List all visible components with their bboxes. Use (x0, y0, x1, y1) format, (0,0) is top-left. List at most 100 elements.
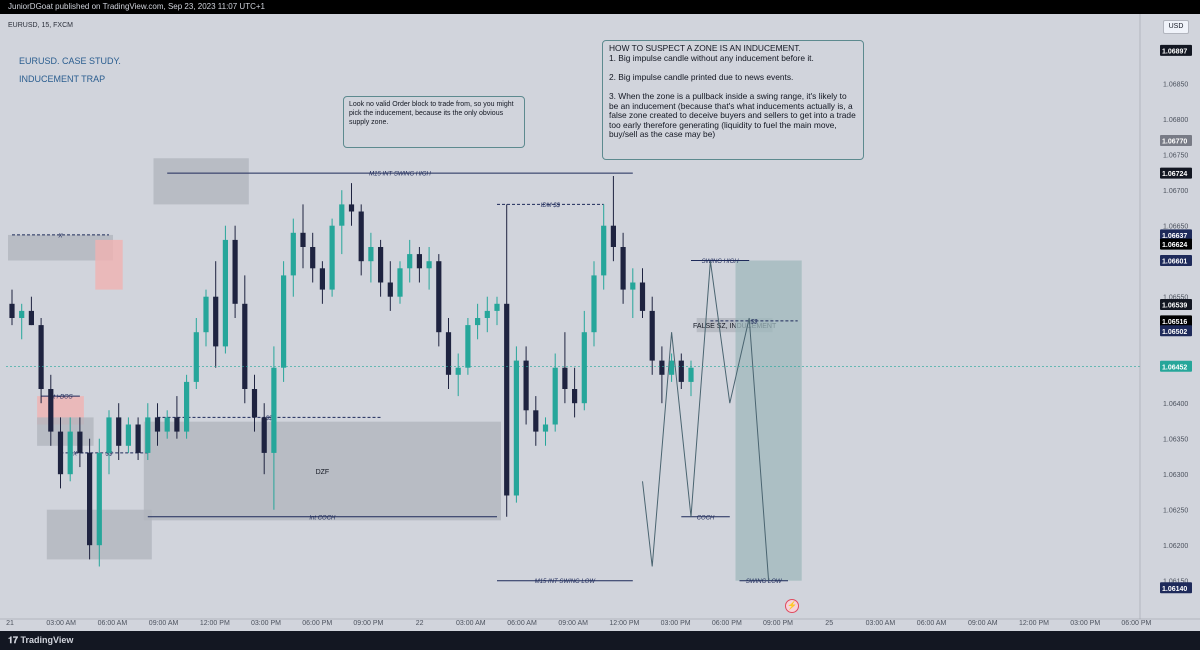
price-badge-label: 1.06140 (1162, 586, 1187, 593)
x-tick-label: 03:00 PM (1070, 620, 1100, 627)
currency-button[interactable]: USD (1163, 20, 1189, 34)
candle-body (329, 225, 335, 290)
y-tick-label: 1.06650 (1163, 224, 1188, 231)
zone-box (95, 239, 123, 290)
x-tick-label: 06:00 AM (917, 620, 947, 627)
price-badge (1160, 229, 1192, 241)
price-badge-label: 1.06601 (1162, 258, 1187, 265)
candle-body (9, 303, 15, 318)
candle-body (465, 325, 471, 368)
x-tick-label: 06:00 PM (712, 620, 742, 627)
price-badge-label: 1.06770 (1162, 139, 1187, 146)
price-badge-label: 1.06452 (1162, 364, 1187, 371)
y-tick-label: 1.06200 (1163, 543, 1188, 550)
x-tick-label: 09:00 AM (968, 620, 998, 627)
zone-box (735, 260, 802, 581)
level-label: Int COCH (309, 515, 336, 521)
candle-body (57, 431, 64, 475)
candle-body (426, 261, 432, 269)
x-tick-label: 12:00 PM (609, 620, 639, 627)
zone-label: FALSE SZ, INDUCEMENT (693, 323, 777, 330)
candle-body (620, 247, 626, 290)
x-tick-label: 21 (6, 620, 14, 627)
candle-body (669, 360, 675, 375)
y-tick-label: 1.06150 (1163, 579, 1188, 586)
price-badge-label: 1.06516 (1162, 319, 1187, 326)
level-label: Int i-BOS (48, 395, 72, 401)
tradingview-logo[interactable]: 𝟏𝟕 TradingView (8, 635, 74, 645)
candle-body (213, 296, 219, 347)
candle-body (193, 332, 199, 382)
symbol-label: EURUSD, 15, FXCM (8, 22, 73, 29)
x-tick-label: 06:00 AM (98, 620, 128, 627)
candle-body (261, 417, 267, 453)
candle-body (552, 367, 558, 425)
zone-box (143, 421, 502, 521)
publisher-bar: JuniorDGoat published on TradingView.com… (0, 0, 1200, 14)
candle-body (678, 360, 684, 382)
zone-box (37, 417, 94, 446)
candle-body (87, 452, 93, 546)
x-tick-label: 25 (825, 620, 833, 627)
y-tick-label: 1.06800 (1163, 117, 1188, 124)
tradingview-brand: TradingView (20, 635, 74, 645)
price-badge-label: 1.06539 (1162, 303, 1187, 310)
candle-body (688, 367, 694, 382)
candle-body (242, 303, 248, 389)
inducement-notes-callout: HOW TO SUSPECT A ZONE IS AN INDUCEMENT. … (602, 40, 864, 160)
price-badge (1160, 325, 1192, 337)
candle-body (542, 424, 549, 432)
candle-body (513, 360, 519, 496)
level-label: IDM $$ (541, 203, 561, 209)
y-tick-label: 1.06700 (1163, 188, 1188, 195)
candle-body (455, 367, 461, 375)
level-label: $$ (265, 416, 273, 422)
x-tick-label: 12:00 PM (1019, 620, 1049, 627)
candlestick-chart[interactable]: DZF FALSE SZ, INDUCEMENT M15 INT SWING HIG… (0, 14, 1200, 631)
y-tick-label: 1.06850 (1163, 82, 1188, 89)
flash-icon[interactable]: ⚡ (785, 599, 799, 613)
candle-body (96, 452, 102, 546)
price-badge-label: 1.06637 (1162, 233, 1187, 240)
chart-area[interactable]: DZF FALSE SZ, INDUCEMENT M15 INT SWING HIG… (0, 14, 1200, 631)
x-tick-label: 09:00 PM (353, 620, 383, 627)
candle-body (484, 310, 490, 318)
candle-body (581, 332, 587, 404)
candle-body (445, 332, 452, 375)
candle-body (475, 318, 481, 326)
candle-body (591, 275, 597, 333)
x-tick-label: 09:00 AM (558, 620, 588, 627)
y-tick-label: 1.06350 (1163, 437, 1188, 444)
candle-body (659, 360, 665, 375)
price-badge (1160, 135, 1192, 146)
candle-body (407, 254, 413, 269)
x-tick-label: 12:00 PM (200, 620, 230, 627)
candle-body (145, 417, 151, 453)
y-tick-label: 1.06400 (1163, 401, 1188, 408)
candle-body (319, 268, 325, 290)
x-tick-label: 22 (416, 620, 424, 627)
candle-body (572, 389, 578, 404)
zone-box (153, 158, 249, 205)
price-badge (1160, 360, 1192, 372)
candle-body (125, 424, 131, 446)
candle-body (28, 310, 34, 326)
price-badge (1160, 254, 1192, 266)
candle-body (649, 310, 655, 361)
x-tick-label: 06:00 PM (302, 620, 332, 627)
candle-body (630, 282, 636, 290)
level-label: M15 INT SWING HIGH (369, 172, 431, 178)
x-tick-label: 03:00 AM (46, 620, 76, 627)
price-badge-label: 1.06897 (1162, 48, 1187, 55)
candle-body (533, 410, 539, 432)
price-badge (1160, 238, 1192, 250)
candle-body (494, 303, 500, 311)
x-tick-label: 03:00 AM (456, 620, 486, 627)
chart-title: EURUSD. CASE STUDY. (19, 56, 121, 66)
price-badge-label: 1.06724 (1162, 171, 1187, 178)
candle-body (300, 232, 306, 247)
candle-body (135, 424, 141, 453)
candle-body (339, 204, 345, 226)
candle-body (290, 232, 296, 276)
y-tick-label: 1.06250 (1163, 508, 1188, 515)
